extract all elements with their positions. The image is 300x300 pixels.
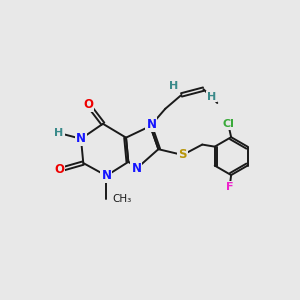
Text: N: N <box>101 169 111 182</box>
Text: H: H <box>54 128 64 138</box>
Text: O: O <box>54 164 64 176</box>
Text: H: H <box>169 81 179 91</box>
Text: F: F <box>226 182 234 192</box>
Text: N: N <box>131 162 141 175</box>
Text: Cl: Cl <box>223 119 235 130</box>
Text: CH₃: CH₃ <box>113 194 132 204</box>
Text: N: N <box>76 132 86 145</box>
Text: N: N <box>146 118 156 131</box>
Text: S: S <box>178 148 187 161</box>
Text: H: H <box>207 92 216 101</box>
Text: O: O <box>83 98 93 111</box>
